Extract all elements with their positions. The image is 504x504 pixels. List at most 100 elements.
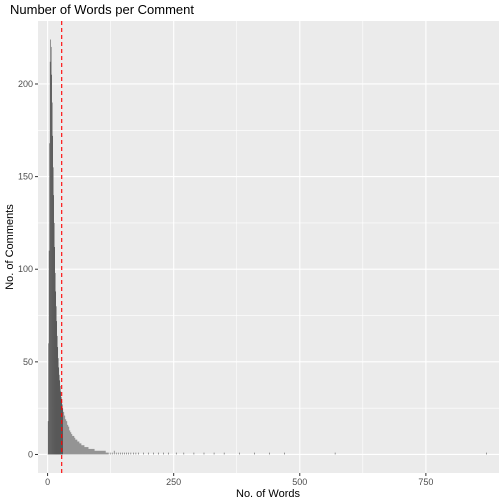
histogram-bar (254, 452, 255, 455)
histogram-bar (121, 452, 123, 455)
histogram-bar (89, 448, 91, 455)
histogram-bar (50, 46, 52, 455)
histogram-bar (60, 391, 62, 455)
histogram-bar (102, 450, 104, 455)
histogram-bar (100, 450, 102, 455)
x-tick-label: 250 (166, 477, 181, 487)
histogram-bar (48, 250, 50, 455)
histogram-bar (95, 450, 97, 455)
histogram-bar (56, 321, 58, 455)
histogram-bar (73, 435, 75, 455)
histogram-bar (109, 452, 111, 455)
histogram-bar (94, 450, 96, 455)
histogram-bar (63, 411, 65, 455)
histogram-bar (138, 452, 139, 455)
histogram-bar (48, 343, 49, 455)
y-tick-label: 200 (18, 79, 33, 89)
histogram-bar (65, 419, 67, 455)
histogram-bar (80, 443, 82, 455)
histogram-bar (66, 421, 68, 455)
y-tick-label: 100 (18, 264, 33, 274)
histogram-bar (98, 450, 100, 455)
histogram-bar (105, 452, 107, 455)
histogram-bar (175, 452, 177, 455)
histogram-bar (74, 437, 76, 455)
minor-gridlines (38, 21, 499, 473)
histogram-bar (284, 452, 285, 455)
histogram-bar (93, 448, 95, 455)
x-tick-label: 0 (45, 477, 50, 487)
histogram-bar (50, 39, 51, 455)
histogram-bar (107, 452, 109, 455)
histogram-bar (69, 430, 71, 455)
histogram-bar (91, 448, 93, 455)
plot-panel (38, 21, 499, 473)
histogram-bar (123, 452, 125, 455)
histogram-bar (143, 452, 144, 455)
histogram-bar (158, 452, 159, 455)
histogram-bar (59, 385, 61, 455)
histogram-bar (82, 445, 84, 455)
histogram-bar (103, 450, 105, 455)
histogram-bar (54, 272, 56, 455)
histogram-bar (83, 445, 85, 455)
histogram-bar (486, 452, 487, 455)
histogram-bar (223, 452, 225, 455)
chart-title: Number of Words per Comment (10, 2, 194, 17)
y-tick-label: 0 (28, 449, 33, 459)
histogram-bar (57, 347, 59, 455)
histogram-bar (133, 452, 134, 455)
x-axis-title: No. of Words (236, 488, 300, 500)
histogram-bar (128, 452, 129, 455)
histogram-bar (53, 222, 55, 455)
histogram-bar (55, 306, 57, 455)
histogram-bar (55, 291, 57, 455)
x-tick-label: 500 (292, 477, 307, 487)
histogram-bar (135, 452, 137, 455)
histogram-bar (101, 450, 103, 455)
histogram-bar (130, 452, 132, 455)
histogram-bar (75, 439, 77, 455)
y-axis-ticks: 0 50 100 150 200 (18, 79, 38, 459)
histogram-bar (51, 74, 52, 455)
histogram-bar (111, 452, 113, 455)
histogram-bar (61, 404, 63, 455)
y-axis-title: No. of Comments (4, 204, 16, 290)
histogram-bar (79, 443, 81, 455)
histogram-bar (57, 358, 59, 455)
histogram-bar (62, 408, 64, 455)
major-gridlines (38, 21, 499, 473)
histogram-bar (67, 424, 69, 455)
histogram-bar (92, 448, 94, 455)
histogram-bar (88, 448, 90, 455)
histogram-bar (117, 452, 119, 455)
histogram-bar (56, 335, 58, 455)
histogram-bar (49, 61, 51, 455)
histogram-bar (115, 452, 117, 455)
histogram-bar (84, 447, 86, 455)
histogram-bar (76, 439, 78, 455)
histogram-bar (68, 426, 70, 455)
histogram-bar (85, 447, 87, 455)
histogram-bar (64, 415, 66, 455)
histogram-bar (71, 434, 73, 455)
histogram-bar (269, 452, 270, 455)
histogram-bar (334, 452, 336, 455)
histogram-bar (119, 452, 121, 455)
histogram-bar (59, 380, 61, 455)
histogram-bar (53, 195, 54, 455)
histogram-bar (99, 450, 101, 455)
x-tick-label: 750 (418, 477, 433, 487)
histogram-bar (58, 367, 60, 455)
histogram-bar (203, 452, 205, 455)
histogram-bars (47, 39, 487, 455)
histogram-bar (52, 135, 53, 455)
histogram-bar (87, 447, 89, 455)
histogram-bar (86, 447, 88, 455)
histogram-bar (72, 435, 74, 455)
histogram-bar (77, 441, 79, 455)
histogram-bar (153, 452, 154, 455)
x-axis-ticks: 0 250 500 750 (45, 473, 433, 487)
histogram-bar (97, 450, 99, 455)
